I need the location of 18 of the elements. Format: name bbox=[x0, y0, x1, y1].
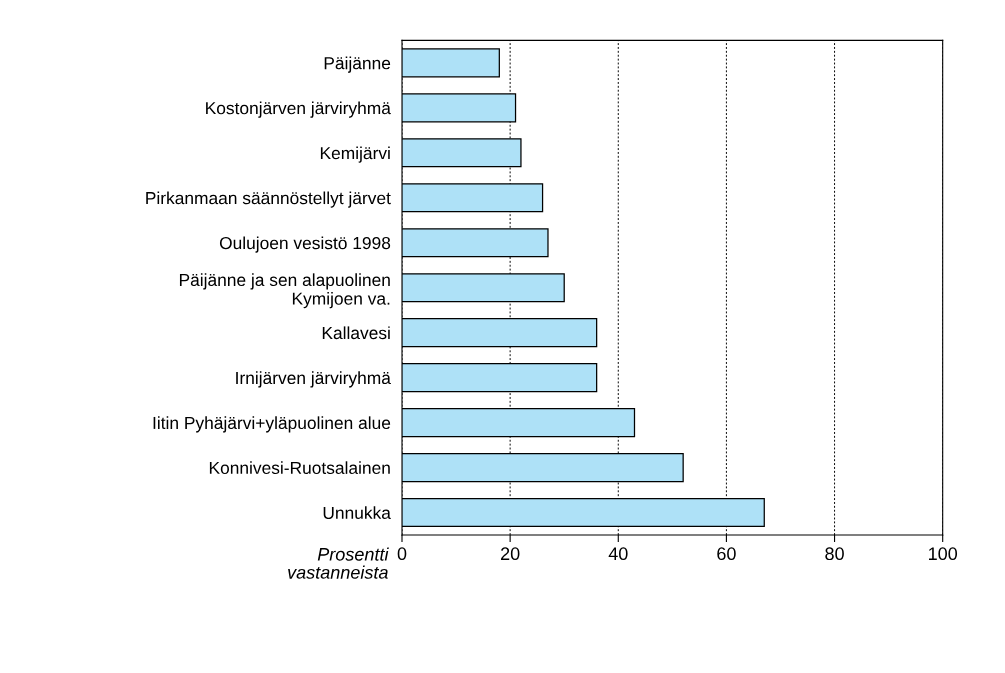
y-tick-label: Kallavesi bbox=[322, 326, 390, 340]
x-tick-label: 40 bbox=[608, 547, 628, 561]
y-tick-label: Päijänne bbox=[324, 56, 391, 73]
y-tick-label: Unnukka bbox=[323, 506, 391, 520]
x-tick-label: 20 bbox=[501, 547, 520, 561]
y-tick-label: Päijänne ja sen alapuolinen Kymijoen va. bbox=[179, 273, 390, 309]
y-tick-label: Iitin Pyhäjärvi+yläpuolinen alue bbox=[153, 416, 391, 433]
x-tick-label: 60 bbox=[717, 547, 736, 561]
y-tick-label: Irnijärven järviryhmä bbox=[236, 371, 391, 388]
x-tick-label: 100 bbox=[929, 547, 958, 561]
x-axis-title: Prosentti vastanneista bbox=[288, 547, 389, 579]
y-tick-label: Konnivesi-Ruotsalainen bbox=[209, 461, 390, 475]
y-tick-label: Kemijärvi bbox=[320, 146, 390, 163]
y-tick-label: Pirkanmaan säännöstellyt järvet bbox=[146, 191, 391, 208]
x-tick-label: 0 bbox=[397, 547, 407, 561]
y-tick-label: Kostonjärven järviryhmä bbox=[206, 101, 391, 118]
x-tick-label: 80 bbox=[825, 547, 844, 561]
y-tick-label: Oulujoen vesistö 1998 bbox=[219, 236, 391, 253]
